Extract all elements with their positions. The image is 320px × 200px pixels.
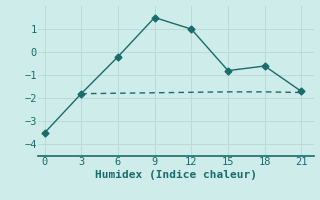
X-axis label: Humidex (Indice chaleur): Humidex (Indice chaleur) xyxy=(95,170,257,180)
